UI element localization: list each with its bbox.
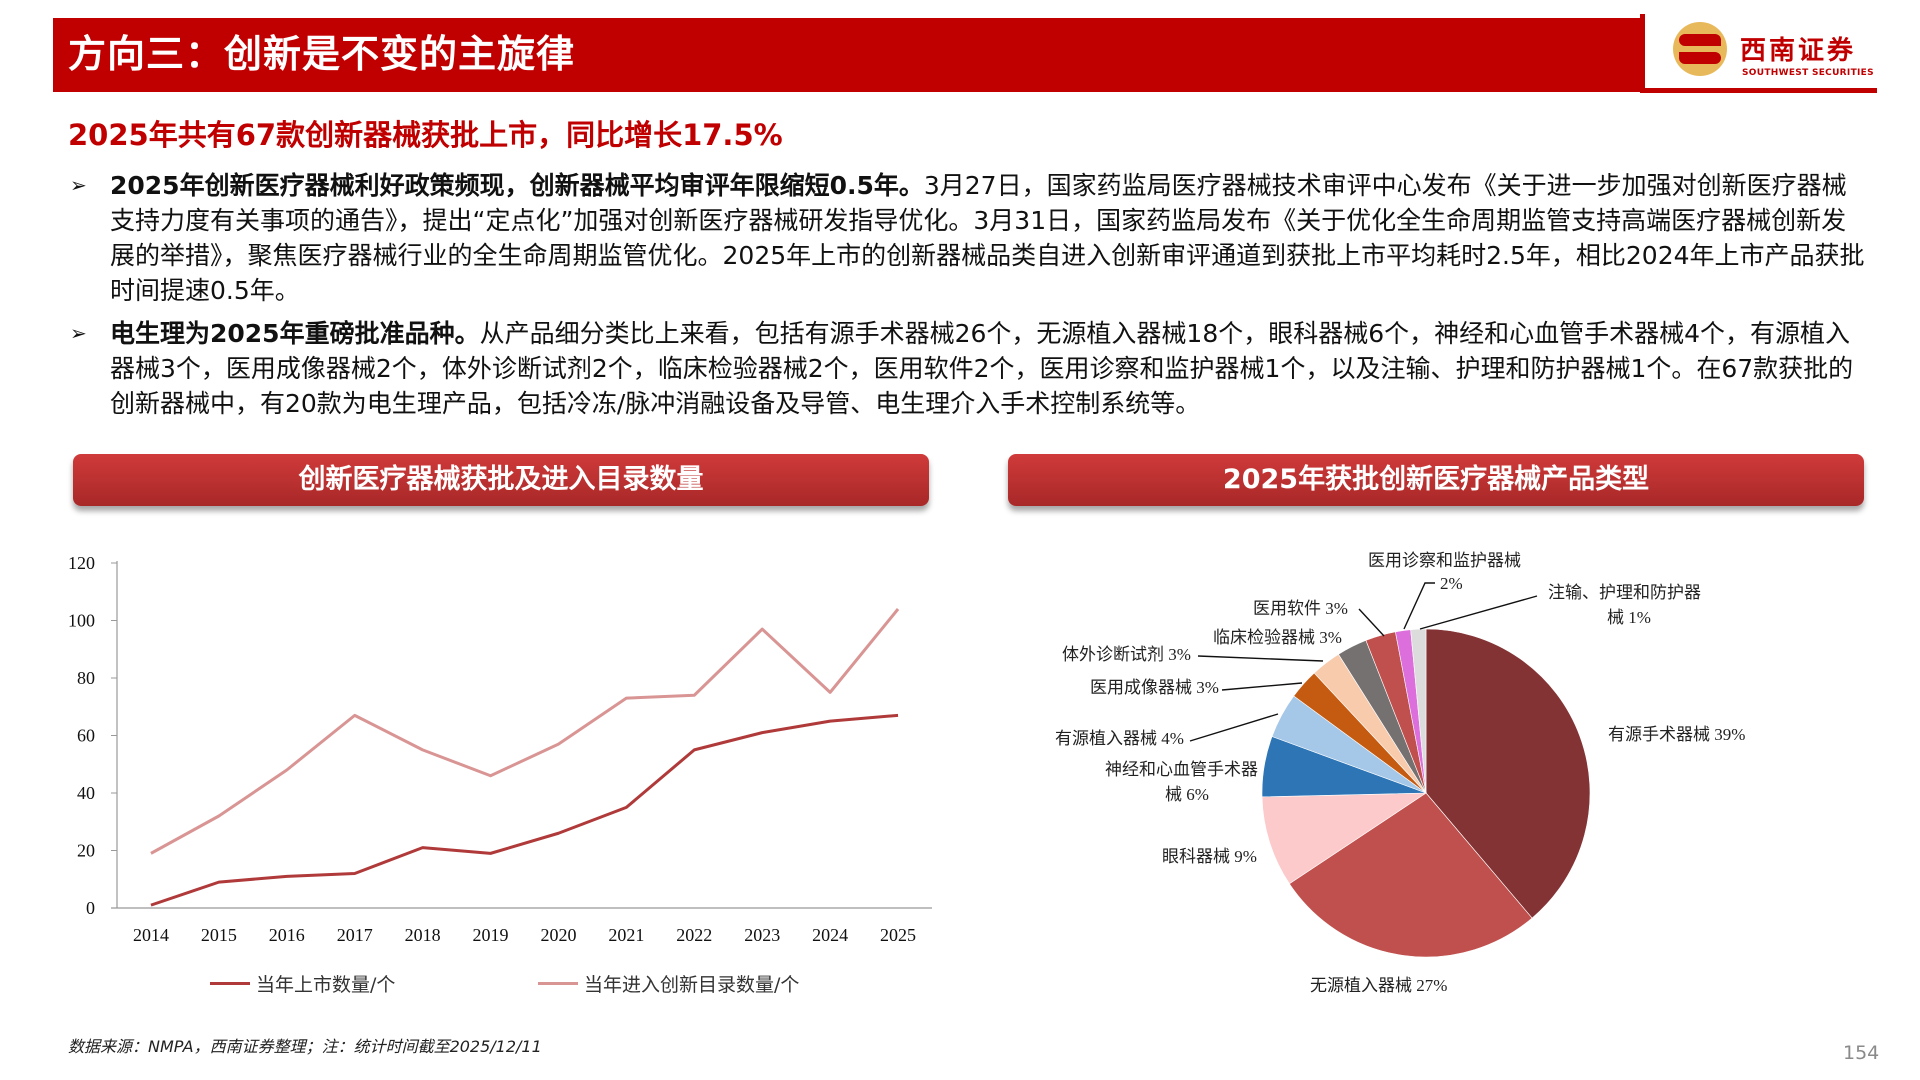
x-tick-label: 2015 [201, 925, 237, 945]
company-logo: 西南证券 SOUTHWEST SECURITIES [1640, 14, 1877, 93]
bullet-item: ➢ 2025年创新医疗器械利好政策频现，创新器械平均审评年限缩短0.5年。3月2… [68, 168, 1868, 308]
pie-label: 临床检验器械 3% [1213, 628, 1342, 647]
pie-chart: 有源手术器械 39% 无源植入器械 27% 眼科器械 9% 神经和心血管手术器械 6%… [1055, 551, 1745, 995]
legend-label: 当年上市数量/个 [256, 974, 396, 996]
leader-line [1197, 655, 1324, 662]
pie-label-line2: 械 6% [1165, 785, 1209, 804]
y-tick-label: 100 [68, 611, 95, 631]
line-chart: 0 20 40 60 80 100 120 2014 2015 2016 2017 2018 2019 2… [68, 553, 932, 945]
x-tick-label: 2021 [608, 925, 644, 945]
bullet-body: 3月27日，国家药监局医疗器械技术审评中心发布《关于进一步加强对创新医疗器械支持… [110, 171, 1865, 305]
bullet-item: ➢ 电生理为2025年重磅批准品种。从产品细分类比上来看，包括有源手术器械26个… [68, 316, 1868, 421]
pie-slice [1288, 792, 1533, 958]
x-tick-label: 2020 [540, 925, 576, 945]
y-tick-label: 0 [86, 898, 95, 918]
pie-label: 有源手术器械 39% [1608, 725, 1745, 744]
logo-chinese-name: 西南证券 [1740, 36, 1857, 66]
legend-swatch [210, 982, 250, 985]
x-tick-label: 2024 [812, 925, 848, 945]
x-tick-label: 2017 [337, 925, 373, 945]
pie-slice [1261, 792, 1428, 885]
slide-subtitle: 2025年共有67款创新器械获批上市，同比增长17.5% [68, 118, 783, 152]
logo-emblem-icon [1673, 22, 1727, 76]
x-tick-label: 2025 [880, 925, 916, 945]
leader-line [1221, 682, 1303, 691]
x-tick-label: 2014 [133, 925, 169, 945]
pie-label: 眼科器械 9% [1162, 847, 1257, 866]
legend-swatch [538, 982, 578, 985]
y-tick-label: 120 [68, 553, 95, 573]
arrow-bullet-icon: ➢ [70, 321, 87, 345]
legend-label: 当年进入创新目录数量/个 [584, 974, 800, 996]
pie-label: 医用诊察和监护器械 [1368, 551, 1521, 570]
x-tick-label: 2019 [473, 925, 509, 945]
page-title: 方向三：创新是不变的主旋律 [68, 32, 576, 76]
pie-label: 神经和心血管手术器 [1105, 760, 1258, 779]
bullet-list: ➢ 2025年创新医疗器械利好政策频现，创新器械平均审评年限缩短0.5年。3月2… [68, 168, 1868, 429]
page-number: 154 [1843, 1042, 1880, 1064]
legend-item-catalog: 当年进入创新目录数量/个 [538, 970, 799, 997]
leader-line [1419, 595, 1538, 630]
pie-label: 有源植入器械 4% [1055, 729, 1184, 748]
pie-label: 医用成像器械 3% [1090, 678, 1219, 697]
header-bar [53, 18, 1865, 92]
pie-label: 体外诊断试剂 3% [1062, 645, 1191, 664]
leader-line [1189, 713, 1279, 742]
line-series [150, 713, 899, 907]
pie-slice [1410, 628, 1427, 794]
y-tick-label: 20 [77, 841, 95, 861]
pie-label-line2: 械 1% [1607, 608, 1651, 627]
arrow-bullet-icon: ➢ [70, 173, 87, 197]
line-chart-title: 创新医疗器械获批及进入目录数量 [73, 454, 929, 506]
bullet-headline: 2025年创新医疗器械利好政策频现，创新器械平均审评年限缩短0.5年。 [110, 171, 924, 200]
pie-chart-title: 2025年获批创新医疗器械产品类型 [1008, 454, 1864, 506]
leader-line [1403, 582, 1435, 630]
y-tick-label: 40 [77, 783, 95, 803]
data-source-note: 数据来源：NMPA，西南证券整理；注：统计时间截至2025/12/11 [68, 1037, 542, 1056]
bullet-body: 从产品细分类比上来看，包括有源手术器械26个，无源植入器械18个，眼科器械6个，… [110, 319, 1854, 418]
pie-slice [1425, 628, 1591, 919]
leader-line [1358, 608, 1385, 637]
pie-label: 医用软件 3% [1253, 599, 1348, 618]
pie-label: 无源植入器械 27% [1310, 976, 1447, 995]
legend-item-listed: 当年上市数量/个 [210, 970, 395, 997]
logo-english-name: SOUTHWEST SECURITIES [1742, 68, 1874, 78]
y-tick-label: 60 [77, 726, 95, 746]
x-tick-label: 2022 [676, 925, 712, 945]
line-series [150, 608, 900, 855]
y-tick-label: 80 [77, 668, 95, 688]
x-tick-label: 2016 [269, 925, 305, 945]
x-tick-label: 2018 [405, 925, 441, 945]
x-tick-label: 2023 [744, 925, 780, 945]
pie-label: 注输、护理和防护器 [1548, 583, 1701, 602]
pie-label-line2: 2% [1440, 574, 1463, 593]
bullet-headline: 电生理为2025年重磅批准品种。 [110, 319, 480, 348]
